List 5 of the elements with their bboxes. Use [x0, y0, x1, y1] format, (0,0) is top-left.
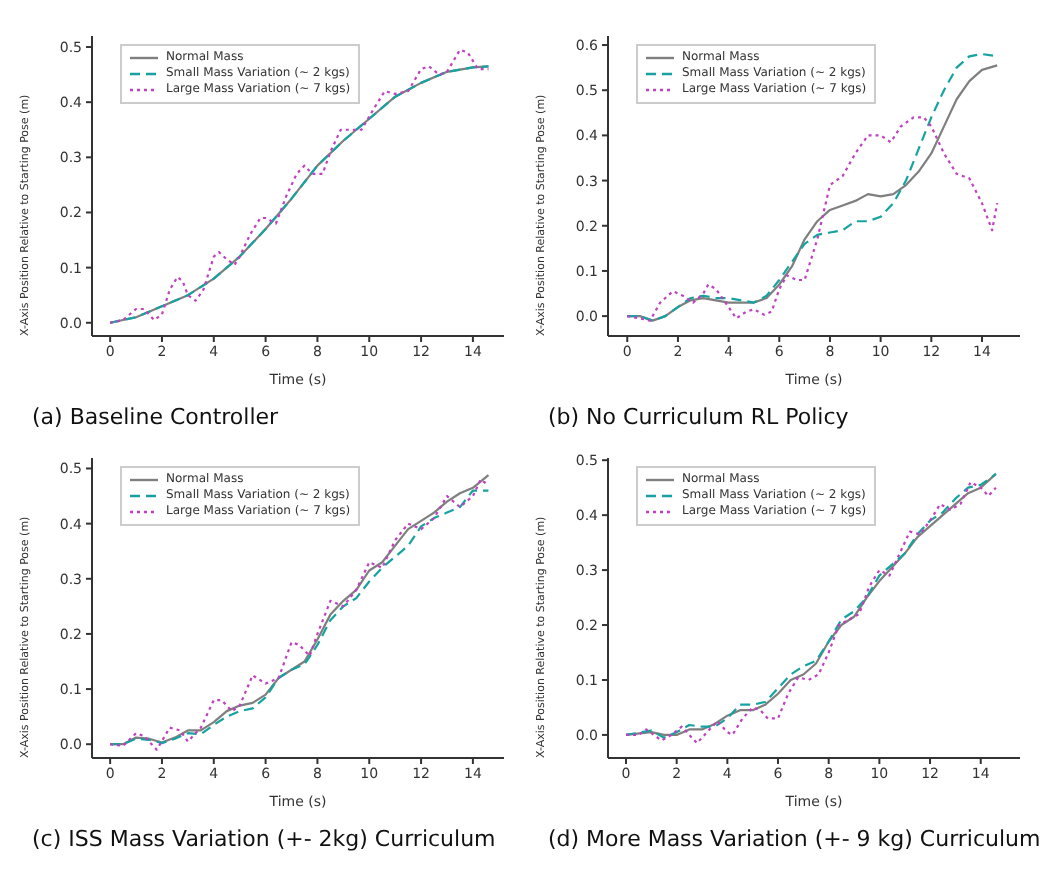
text: (c) ISS Mass Variation (+- 2kg) Curriculum	[32, 826, 498, 852]
text: (a) Baseline Controller	[32, 404, 281, 430]
text: (d) More Mass Variation (+- 9 kg) Curriculum	[548, 826, 1043, 852]
text: (b) No Curriculum RL Policy	[548, 404, 851, 430]
line-series	[626, 116, 999, 322]
